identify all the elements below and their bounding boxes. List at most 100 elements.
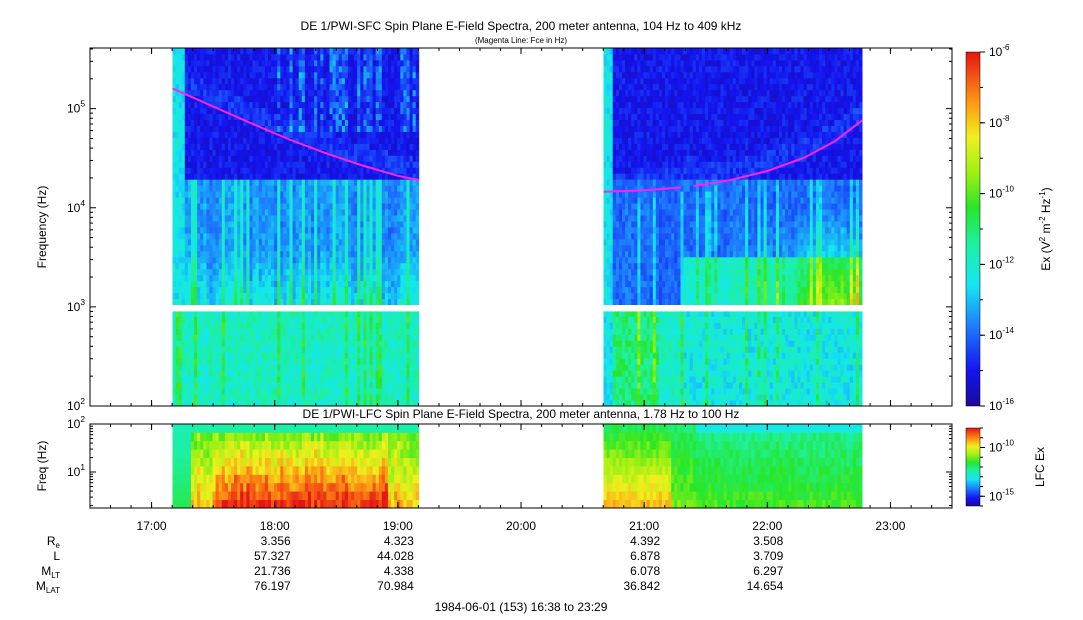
sfc-cell [311, 233, 315, 240]
sfc-cell [360, 221, 364, 228]
sfc-cell [366, 173, 370, 180]
sfc-cell [181, 328, 186, 335]
sfc-cell [209, 191, 213, 198]
sfc-cell [320, 286, 324, 294]
sfc-cell [271, 268, 275, 276]
sfc-cell [351, 65, 355, 73]
sfc-cell [237, 256, 241, 264]
sfc-cell [375, 340, 380, 347]
sfc-cell [277, 48, 281, 55]
sfc-cell [603, 54, 607, 61]
sfc-cell [400, 107, 404, 115]
sfc-cell [286, 250, 290, 258]
sfc-cell [264, 48, 269, 55]
sfc-cell [323, 256, 327, 264]
sfc-cell [351, 83, 355, 91]
sfc-cell [384, 173, 389, 180]
sfc-cell [231, 262, 235, 270]
sfc-cell [203, 346, 207, 353]
sfc-cell [338, 238, 343, 246]
sfc-cell [203, 95, 207, 103]
sfc-cell [283, 310, 287, 317]
sfc-cell [286, 215, 290, 222]
sfc-cell [369, 179, 373, 186]
sfc-cell [615, 388, 620, 395]
sfc-cell [332, 370, 337, 377]
sfc-cell [264, 179, 269, 186]
sfc-cell [378, 388, 383, 395]
sfc-cell [603, 358, 607, 365]
sfc-cell [388, 244, 392, 252]
sfc-cell [289, 227, 293, 234]
sfc-cell [271, 274, 275, 282]
sfc-cell [363, 131, 367, 138]
sfc-cell [311, 227, 315, 234]
sfc-cell [335, 155, 340, 162]
sfc-cell [357, 143, 361, 150]
sfc-cell [280, 54, 284, 61]
sfc-cell [615, 221, 620, 228]
sfc-cell [378, 334, 383, 341]
sfc-cell [314, 280, 318, 288]
sfc-cell [384, 310, 389, 317]
sfc-cell [314, 221, 318, 228]
sfc-cell [175, 125, 180, 132]
sfc-cell [240, 191, 244, 198]
sfc-cell [351, 340, 355, 347]
sfc-cell [249, 262, 253, 270]
sfc-cell [348, 346, 352, 353]
sfc-cell [184, 221, 189, 228]
sfc-cell [363, 149, 367, 156]
sfc-cell [227, 370, 232, 377]
sfc-cell [311, 298, 315, 305]
sfc-cell [603, 370, 607, 377]
sfc-cell [341, 203, 346, 210]
sfc-cell [249, 137, 253, 144]
sfc-cell [606, 209, 611, 216]
sfc-cell [203, 155, 207, 162]
sfc-cell [612, 262, 617, 270]
sfc-cell [384, 298, 389, 305]
sfc-cell [400, 376, 404, 383]
sfc-cell [181, 244, 186, 252]
sfc-cell [363, 400, 367, 407]
sfc-cell [298, 71, 303, 79]
sfc-cell [388, 77, 392, 85]
sfc-cell [175, 238, 180, 246]
sfc-cell [338, 54, 343, 61]
sfc-cell [227, 59, 232, 67]
sfc-cell [187, 340, 192, 347]
sfc-cell [357, 244, 361, 252]
sfc-cell [212, 274, 216, 282]
sfc-cell [280, 364, 284, 371]
sfc-cell [271, 400, 275, 407]
sfc-cell [267, 167, 272, 174]
sfc-cell [612, 394, 617, 401]
sfc-cell [234, 137, 238, 144]
sfc-cell [209, 280, 213, 288]
sfc-cell [274, 238, 278, 246]
sfc-cell [375, 179, 380, 186]
sfc-cell [212, 328, 216, 335]
sfc-cell [264, 292, 269, 299]
sfc-cell [391, 221, 395, 228]
sfc-cell [209, 137, 213, 144]
sfc-cell [295, 173, 300, 180]
sfc-cell [292, 394, 297, 401]
sfc-cell [369, 143, 373, 150]
sfc-cell [206, 346, 210, 353]
sfc-cell [394, 209, 398, 216]
sfc-cell [335, 125, 340, 132]
sfc-cell [255, 161, 260, 168]
sfc-cell [218, 197, 223, 204]
sfc-cell [178, 352, 183, 359]
sfc-cell [357, 209, 361, 216]
sfc-cell [271, 125, 275, 132]
sfc-cell [298, 370, 303, 377]
sfc-cell [397, 370, 401, 377]
sfc-cell [283, 71, 287, 79]
sfc-cell [280, 227, 284, 234]
sfc-cell [292, 238, 297, 246]
sfc-cell [363, 101, 367, 109]
sfc-cell [200, 358, 204, 365]
